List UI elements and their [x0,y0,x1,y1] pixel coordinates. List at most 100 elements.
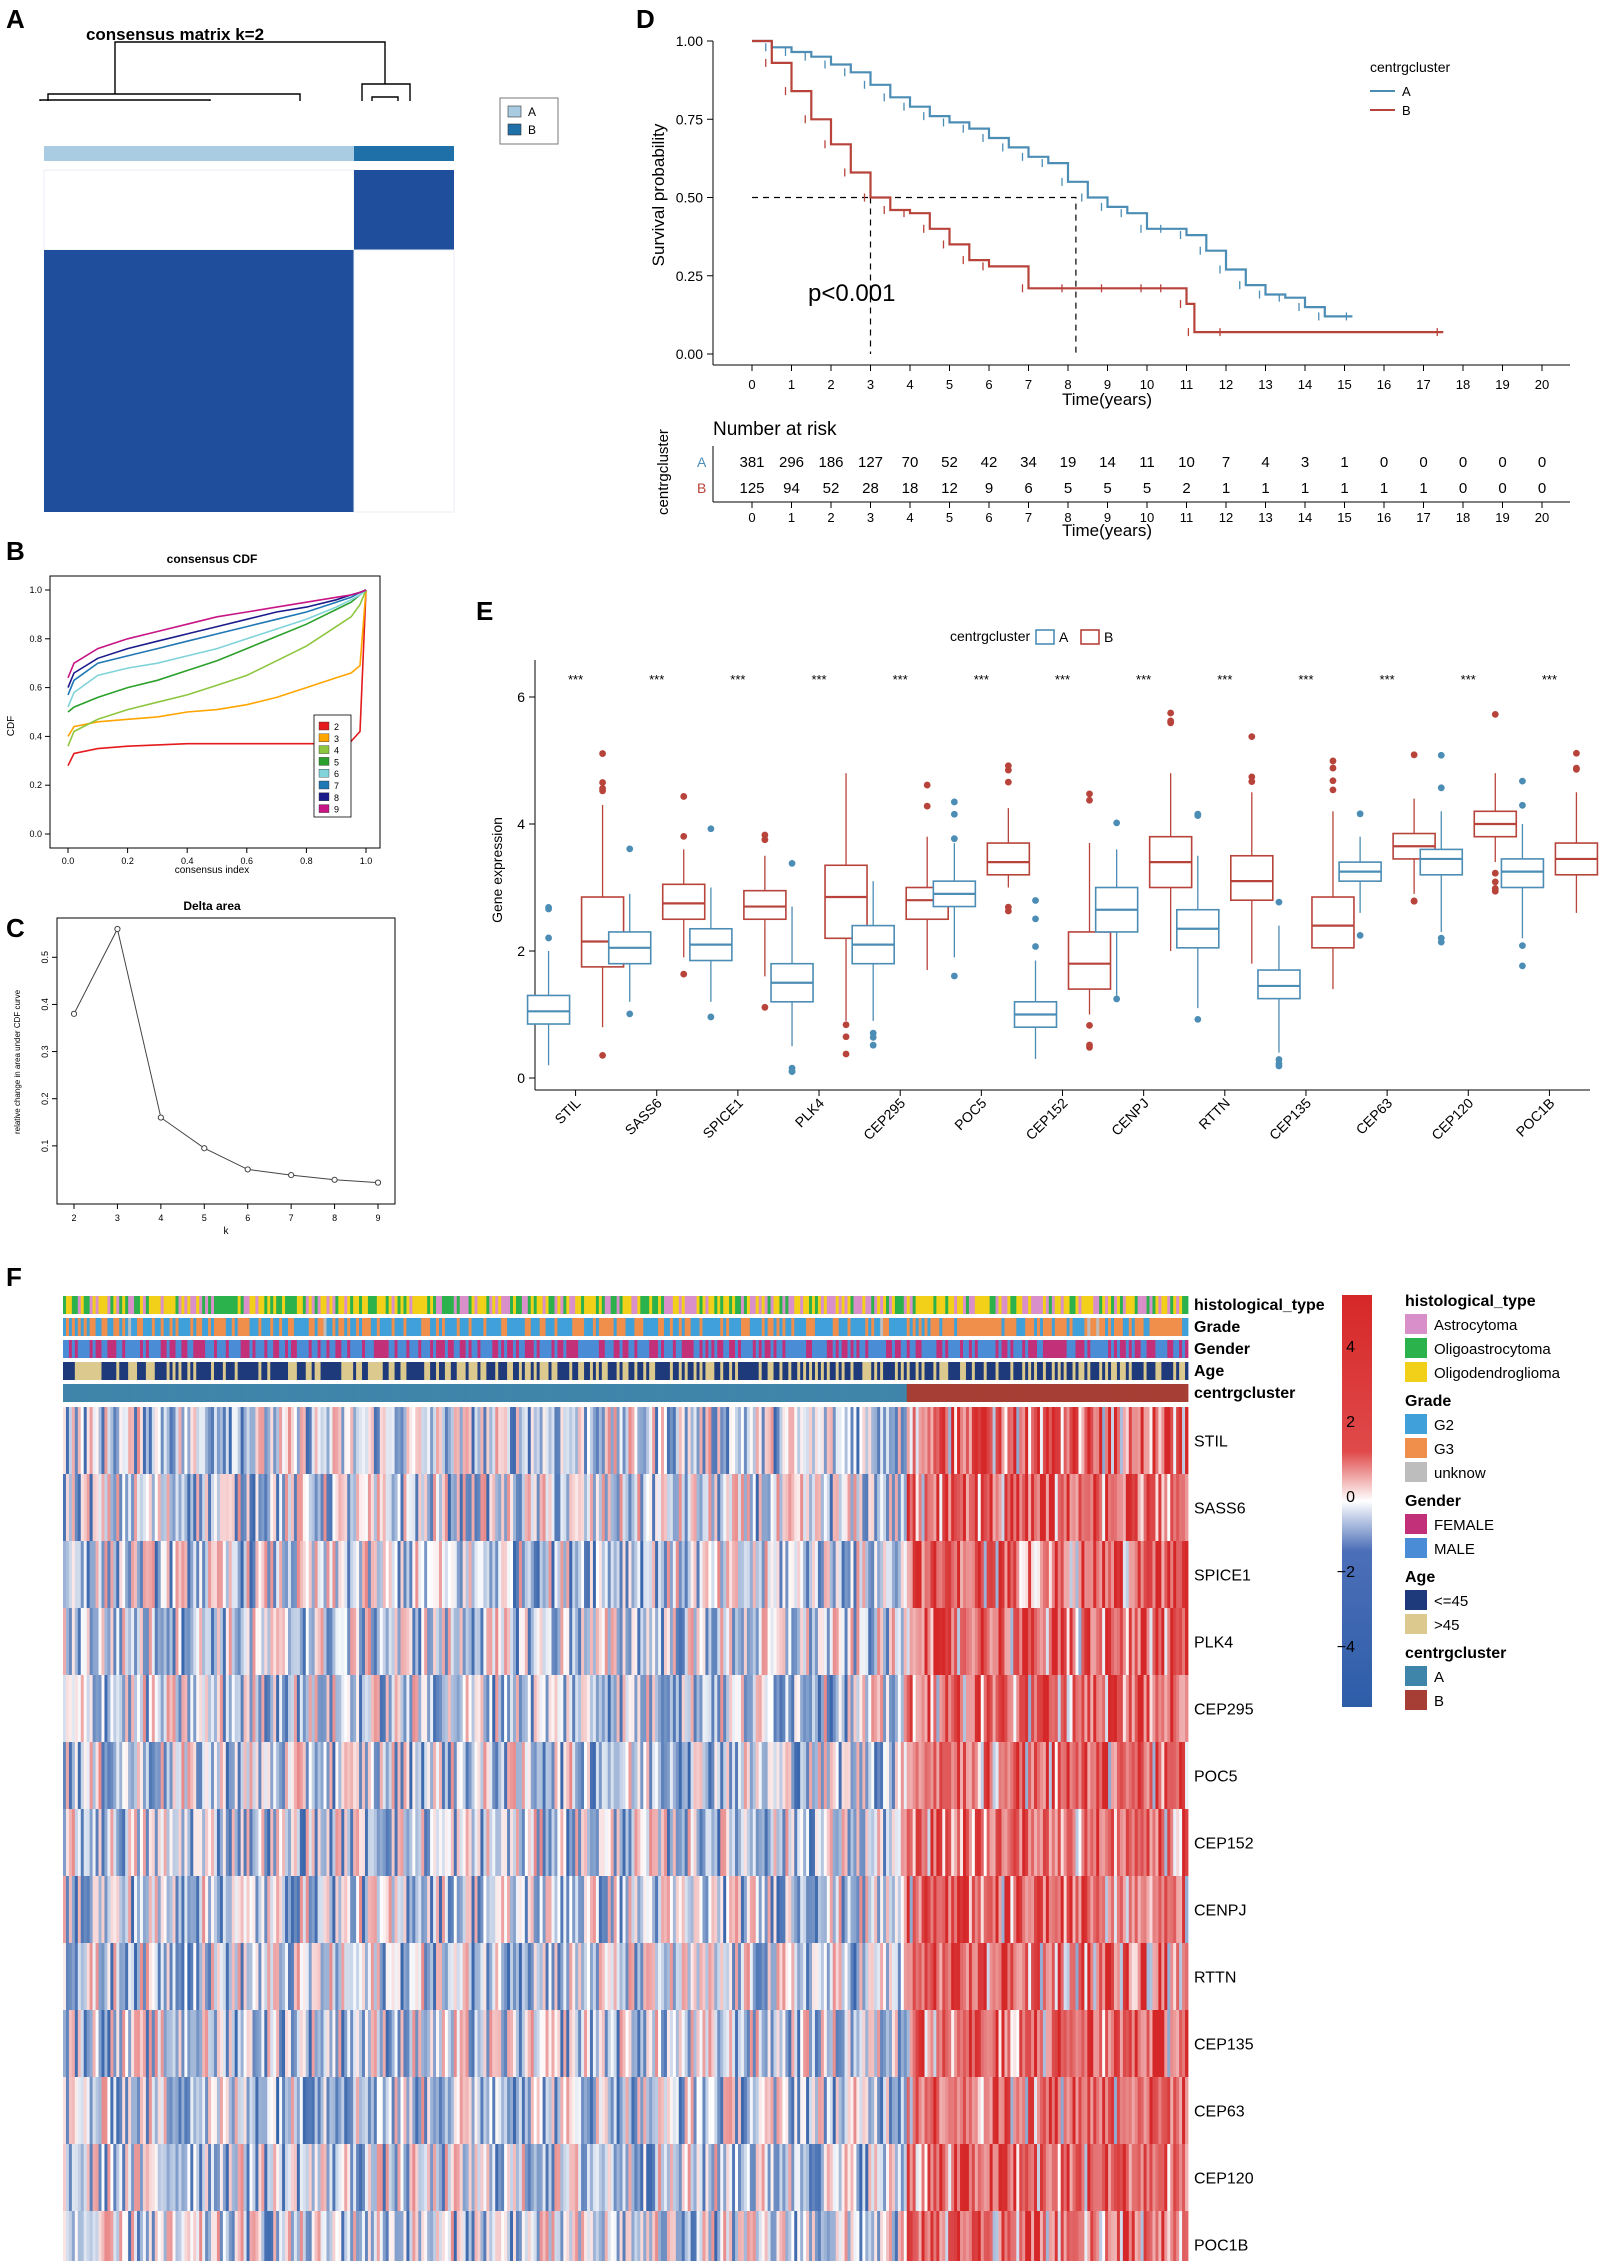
heatmap-cell [1001,1474,1005,1541]
annot-cell-Gender [486,1340,490,1358]
annot-cell-centrgcluster [1051,1384,1056,1402]
annot-cell-centrgcluster [427,1384,431,1402]
heatmap-cell [148,1541,153,1608]
annot-cell-histological-type [308,1296,313,1314]
heatmap-cell [486,1608,490,1675]
heatmap-cell [406,1809,410,1876]
annot-cell-histological-type [119,1296,123,1314]
heatmap-cell [631,1541,635,1608]
box-outlier [1004,762,1012,770]
heatmap-cell [510,1675,514,1742]
heatmap-cell [1039,1407,1044,1474]
heatmap-cell [690,1675,694,1742]
annot-cell-histological-type [557,1296,561,1314]
heatmap-cell [998,1474,1002,1541]
heatmap-cell [243,1675,247,1742]
annot-cell-histological-type [658,1296,662,1314]
heatmap-cell [743,1541,748,1608]
heatmap-cell [1158,1407,1162,1474]
annot-cell-Age [501,1362,505,1380]
annot-cell-histological-type [166,1296,170,1314]
annot-cell-histological-type [681,1296,686,1314]
annot-cell-histological-type [625,1296,629,1314]
heatmap-cell [803,1675,807,1742]
km-xtick-label: 16 [1377,377,1391,392]
annot-cell-Grade [95,1318,99,1336]
annot-cell-Gender [350,1340,354,1358]
heatmap-cell [838,1407,843,1474]
annot-cell-centrgcluster [252,1384,256,1402]
heatmap-cell [915,1474,919,1541]
annot-cell-Grade [699,1318,703,1336]
annot-cell-centrgcluster [637,1384,641,1402]
heatmap-cell [699,1742,703,1809]
heatmap-cell [643,1608,647,1675]
annot-cell-Gender [438,1340,443,1358]
annot-cell-Gender [930,1340,934,1358]
annot-cell-Age [394,1362,398,1380]
annot-cell-Grade [610,1318,615,1336]
annot-cell-Gender [880,1340,884,1358]
annot-cell-histological-type [513,1296,517,1314]
heatmap-cell [139,1675,144,1742]
annot-cell-Gender [71,1340,76,1358]
annot-cell-Age [1125,1362,1130,1380]
heatmap-cell [960,1742,964,1809]
heatmap-cell [980,1608,985,1675]
heatmap-cell [631,1675,635,1742]
risk-xtick-label: 20 [1535,510,1549,525]
annot-cell-centrgcluster [601,1384,606,1402]
heatmap-cell [1045,1407,1050,1474]
annot-cell-histological-type [406,1296,410,1314]
annot-cell-Grade [211,1318,215,1336]
heatmap-cell [462,1608,467,1675]
box-ytick-label: 0 [517,1070,525,1086]
heatmap-cell [137,1608,141,1675]
annot-cell-Grade [131,1318,135,1336]
annot-cell-centrgcluster [705,1384,709,1402]
delta-ytick-label: 0.2 [40,1092,50,1105]
annot-cell-histological-type [465,1296,469,1314]
heatmap-cell [548,1407,552,1474]
heatmap-cell [936,1407,940,1474]
cdf-legend-swatch [318,733,330,742]
annot-cell-Grade [666,1318,671,1336]
heatmap-cell [1182,1541,1186,1608]
annot-cell-Gender [450,1340,455,1358]
annot-cell-Age [539,1362,543,1380]
annot-cell-Grade [447,1318,452,1336]
annot-cell-Gender [1131,1340,1136,1358]
annot-cell-centrgcluster [261,1384,265,1402]
heatmap-cell [595,1675,600,1742]
heatmap-cell [125,1675,129,1742]
annot-cell-Grade [545,1318,549,1336]
annot-cell-centrgcluster [406,1384,410,1402]
box-outlier [1248,733,1256,740]
annot-cell-Age [669,1362,674,1380]
heatmap-cell [844,1474,848,1541]
annot-cell-Gender [871,1340,875,1358]
annot-cell-Age [814,1362,819,1380]
annot-cell-centrgcluster [400,1384,404,1402]
heatmap-cell [524,1742,529,1809]
heatmap-cell [1134,1541,1139,1608]
heatmap-cell [145,1608,150,1675]
annot-cell-centrgcluster [249,1384,253,1402]
annot-cell-histological-type [1066,1296,1070,1314]
heatmap-cell [847,1675,851,1742]
heatmap-cell [581,1474,585,1541]
heatmap-cell [699,1541,703,1608]
heatmap-cell [172,1742,176,1809]
heatmap-cell [723,1608,727,1675]
annot-cell-Gender [584,1340,588,1358]
risk-count-a: 14 [1099,454,1116,471]
annot-cell-Gender [619,1340,623,1358]
heatmap-cell [717,1407,721,1474]
heatmap-cell [672,1407,677,1474]
heatmap-cell [510,1809,514,1876]
annot-cell-Age [382,1362,387,1380]
heatmap-cell [137,1407,141,1474]
heatmap-cell [1010,1407,1014,1474]
annot-cell-Grade [693,1318,697,1336]
heatmap-cell [187,1407,191,1474]
